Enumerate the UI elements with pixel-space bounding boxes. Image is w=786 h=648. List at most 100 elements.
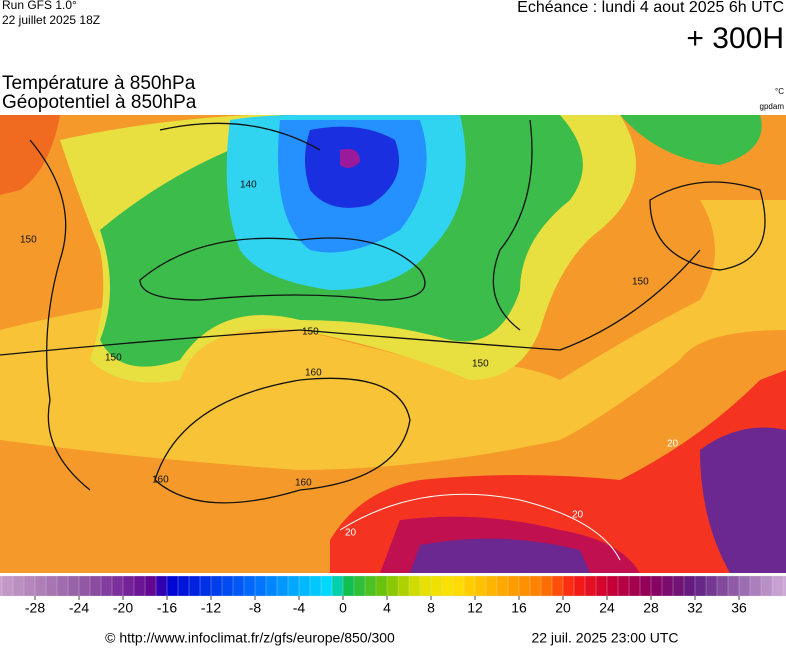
colorbar-swatch (210, 575, 223, 597)
contour-label: 160 (152, 475, 169, 486)
colorbar-swatch (529, 575, 542, 597)
colorbar-tick-label: -24 (69, 600, 89, 616)
colorbar-swatch (474, 575, 487, 597)
colorbar-tick-label: 12 (467, 600, 483, 616)
unit: gpdam (760, 102, 785, 111)
colorbar-swatch (452, 575, 465, 597)
colorbar-swatch (243, 575, 256, 597)
colorbar-tick-label: -12 (201, 600, 221, 616)
colorbar-swatch (232, 575, 245, 597)
colorbar-swatch (320, 575, 333, 597)
colorbar-tick-label: 16 (511, 600, 527, 616)
colorbar-swatch (177, 575, 190, 597)
colorbar-swatch (23, 575, 36, 597)
colorbar-swatch (727, 575, 740, 597)
colorbar-swatch (595, 575, 608, 597)
contour-label: 20 (572, 510, 584, 521)
colorbar-swatch (111, 575, 124, 597)
colorbar-swatch (441, 575, 454, 597)
colorbar-tick-label: 24 (599, 600, 615, 616)
colorbar-swatch (331, 575, 344, 597)
colorbar-swatch (496, 575, 509, 597)
colorbar-swatch (353, 575, 366, 597)
colorbar-swatch (166, 575, 179, 597)
colorbar-swatch (45, 575, 58, 597)
colorbar-tick-label: -4 (293, 600, 306, 616)
colorbar-swatch (199, 575, 212, 597)
colorbar-swatch (639, 575, 652, 597)
contour-label: 150 (20, 235, 37, 246)
colorbar-swatch (705, 575, 718, 597)
colorbar-swatch (265, 575, 278, 597)
colorbar-swatch (12, 575, 25, 597)
colorbar-swatch (67, 575, 80, 597)
generated-time: 22 juil. 2025 23:00 UTC (531, 630, 678, 646)
colorbar-swatch (551, 575, 564, 597)
colorbar-swatch (738, 575, 751, 597)
contour-label: 20 (667, 439, 679, 450)
contour-label: 150 (472, 359, 489, 370)
contour-label: 150 (302, 327, 319, 338)
colorbar-swatch (782, 575, 786, 597)
colorbar-swatch (540, 575, 553, 597)
colorbar-swatch (287, 575, 300, 597)
colorbar-swatch (276, 575, 289, 597)
colorbar-swatch (1, 575, 14, 597)
colorbar-swatch (430, 575, 443, 597)
colorbar-swatch (254, 575, 267, 597)
source: © http://www.infoclimat.fr/z/gfs/europe/… (105, 630, 395, 646)
colorbar-swatch (298, 575, 311, 597)
colorbar-swatch (89, 575, 102, 597)
colorbar-tick-label: -16 (157, 600, 177, 616)
colorbar-tick-label: 32 (687, 600, 703, 616)
colorbar: -28 -24 -20 -16 -12 -8 -4 0 4 8 12 16 20 24 28 32 36 (0, 575, 786, 616)
colorbar-swatch (650, 575, 663, 597)
colorbar-swatch (760, 575, 773, 597)
colorbar-tick-label: 0 (339, 600, 347, 616)
colorbar-swatch (463, 575, 476, 597)
colorbar-swatch (606, 575, 619, 597)
colorbar-swatch (485, 575, 498, 597)
map: 150 140 150 150 160 160 160 150 150 20 2… (0, 115, 786, 573)
contour-label: 160 (305, 368, 322, 379)
contour-label: 150 (105, 353, 122, 364)
colorbar-swatch (694, 575, 707, 597)
title: Géopotentiel à 850hPa (2, 92, 197, 113)
colorbar-swatch (309, 575, 322, 597)
colorbar-tick-label: 8 (427, 600, 435, 616)
unit: °C (775, 87, 784, 96)
colorbar-swatch (683, 575, 696, 597)
colorbar-swatch (716, 575, 729, 597)
colorbar-tick-label: 28 (643, 600, 659, 616)
contour-label: 140 (240, 180, 257, 191)
colorbar-swatch (661, 575, 674, 597)
colorbar-tick-label: 36 (731, 600, 747, 616)
colorbar-swatch (100, 575, 113, 597)
colorbar-swatch (364, 575, 377, 597)
colorbar-swatch (518, 575, 531, 597)
colorbar-swatch (397, 575, 410, 597)
colorbar-tick-label: -20 (113, 600, 133, 616)
run-label: Run GFS 1.0° (2, 0, 77, 12)
colorbar-swatch (771, 575, 784, 597)
colorbar-swatch (56, 575, 69, 597)
colorbar-swatch (144, 575, 157, 597)
colorbar-swatch (221, 575, 234, 597)
colorbar-swatch (188, 575, 201, 597)
colorbar-swatch (562, 575, 575, 597)
colorbar-tick-label: 20 (555, 600, 571, 616)
colorbar-swatch (78, 575, 91, 597)
contour-label: 160 (295, 478, 312, 489)
colorbar-swatch (749, 575, 762, 597)
colorbar-tick-label: 4 (383, 600, 391, 616)
colorbar-swatch (507, 575, 520, 597)
colorbar-swatch (584, 575, 597, 597)
colorbar-tick-label: -28 (25, 600, 45, 616)
title: Température à 850hPa (2, 73, 196, 94)
lead-time: + 300H (686, 22, 784, 55)
contour-label: 150 (632, 277, 649, 288)
valid-time: Echéance : lundi 4 aout 2025 6h UTC (517, 0, 784, 16)
colorbar-swatch (408, 575, 421, 597)
